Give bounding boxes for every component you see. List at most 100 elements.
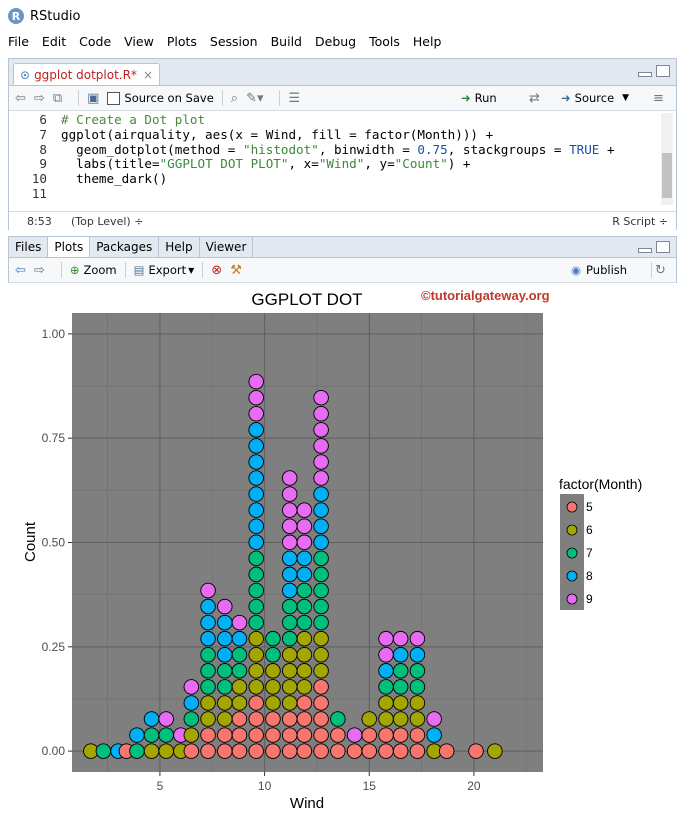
dot-month-6 bbox=[248, 646, 264, 663]
compile-report-icon[interactable]: ☰ bbox=[288, 90, 301, 106]
menu-item-edit[interactable]: Edit bbox=[41, 33, 67, 49]
cursor-position: 8:53 bbox=[27, 214, 52, 228]
line-number: 11 bbox=[31, 185, 47, 201]
tab-files[interactable]: Files bbox=[9, 237, 49, 257]
clear-plots-broom-icon[interactable]: ⚒ bbox=[230, 262, 242, 278]
dot-month-8 bbox=[217, 614, 233, 631]
language-indicator[interactable]: R Script ÷ bbox=[612, 214, 668, 228]
code-line[interactable]: 9 labs(title= "GGPLOT DOT PLOT", x= "Wind"… bbox=[9, 157, 676, 172]
menu-item-debug[interactable]: Debug bbox=[315, 33, 357, 49]
tab-viewer[interactable]: Viewer bbox=[200, 237, 254, 257]
menu-item-help[interactable]: Help bbox=[412, 33, 442, 49]
code-line[interactable]: 10 theme_dark() bbox=[9, 171, 676, 187]
scope-indicator[interactable]: (Top Level) ÷ bbox=[71, 214, 144, 228]
dot-month-8 bbox=[409, 646, 426, 663]
dot-month-5 bbox=[296, 743, 313, 759]
dot-month-7 bbox=[217, 679, 233, 695]
close-tab-icon[interactable]: × bbox=[142, 67, 153, 82]
back-arrow-icon[interactable]: ⇦ bbox=[15, 90, 26, 106]
dot-month-5 bbox=[409, 743, 426, 759]
menu-item-tools[interactable]: Tools bbox=[369, 33, 400, 49]
dot-month-6 bbox=[217, 711, 233, 727]
rerun-icon[interactable]: ⇄ bbox=[529, 90, 540, 106]
dot-month-8 bbox=[231, 630, 248, 647]
dot-month-5 bbox=[281, 711, 298, 727]
tab-plots[interactable]: Plots bbox=[48, 237, 91, 257]
dot-month-7 bbox=[248, 582, 264, 599]
dot-month-6 bbox=[265, 695, 281, 711]
maximize-pane-icon[interactable] bbox=[656, 241, 670, 253]
code-line[interactable]: 11 bbox=[9, 185, 676, 202]
menu-item-session[interactable]: Session bbox=[209, 33, 258, 49]
run-arrow-icon: ➜ bbox=[461, 91, 471, 105]
show-in-window-icon[interactable]: ⧉ bbox=[52, 90, 63, 106]
dot-month-8 bbox=[200, 614, 216, 631]
minimize-pane-icon[interactable] bbox=[638, 72, 652, 77]
dot-month-9 bbox=[313, 454, 329, 470]
legend-key-9 bbox=[566, 593, 578, 605]
source-button[interactable]: ➜ Source ▼ bbox=[561, 91, 629, 105]
dot-month-8 bbox=[296, 566, 313, 583]
dot-month-5 bbox=[313, 727, 329, 743]
scrollbar-thumb[interactable] bbox=[662, 153, 672, 198]
dot-month-5 bbox=[281, 743, 298, 759]
export-button[interactable]: ▤ Export ▼ bbox=[134, 263, 195, 277]
y-tick-label: 0.00 bbox=[42, 744, 66, 758]
dot-month-8 bbox=[200, 598, 216, 615]
dot-month-6 bbox=[361, 711, 378, 727]
maximize-pane-icon[interactable] bbox=[656, 65, 670, 77]
dot-month-6 bbox=[296, 646, 313, 663]
dot-month-7 bbox=[158, 727, 174, 743]
publish-button[interactable]: ◉ Publish bbox=[571, 263, 627, 277]
search-icon[interactable]: ⌕ bbox=[230, 90, 239, 106]
previous-plot-icon[interactable]: ⇦ bbox=[15, 262, 26, 278]
x-tick-label: 15 bbox=[363, 779, 377, 793]
tab-packages[interactable]: Packages bbox=[90, 237, 160, 257]
menu-item-code[interactable]: Code bbox=[79, 33, 112, 49]
menu-item-build[interactable]: Build bbox=[270, 33, 302, 49]
editor-file-tab[interactable]: ⊙ ggplot dotplot.R* × bbox=[13, 63, 160, 85]
dot-month-8 bbox=[313, 502, 329, 518]
code-line[interactable]: 7 ggplot(airquality, aes(x = Wind, fill =… bbox=[9, 127, 676, 143]
toolbar-separator bbox=[60, 262, 62, 278]
dot-month-7 bbox=[296, 598, 313, 615]
code-token: , y= bbox=[364, 156, 395, 172]
forward-arrow-icon[interactable]: ⇨ bbox=[33, 90, 45, 106]
tab-help[interactable]: Help bbox=[159, 237, 200, 257]
dot-month-7 bbox=[183, 711, 200, 727]
refresh-icon[interactable]: ↻ bbox=[655, 262, 666, 278]
dot-month-9 bbox=[378, 630, 394, 647]
editor-toolbar: ⇦ ⇨ ⧉ ▣ Source on Save ⌕ ✎▾ ☰ ➜ Run ⇄ ➜ … bbox=[9, 86, 676, 111]
code-line[interactable]: 8 geom_dotplot(method = "histodot", binw… bbox=[9, 141, 676, 158]
source-on-save-checkbox[interactable] bbox=[107, 91, 121, 105]
menu-item-plots[interactable]: Plots bbox=[166, 33, 197, 49]
outline-icon[interactable]: ≡ bbox=[653, 90, 664, 106]
dot-month-5 bbox=[313, 695, 329, 711]
next-plot-icon[interactable]: ⇨ bbox=[33, 262, 45, 278]
run-button[interactable]: ➜ Run bbox=[461, 91, 497, 105]
code-token: , binwidth = bbox=[318, 141, 418, 157]
dot-month-7 bbox=[313, 598, 329, 615]
dot-month-6 bbox=[313, 663, 329, 679]
remove-plot-icon[interactable]: ⊗ bbox=[211, 262, 223, 278]
x-axis-label: Wind bbox=[290, 795, 324, 812]
publish-button-label: Publish bbox=[586, 263, 628, 277]
dot-month-9 bbox=[409, 630, 426, 647]
legend-key-7 bbox=[566, 547, 578, 559]
menu-item-file[interactable]: File bbox=[8, 33, 29, 49]
dot-month-5 bbox=[361, 727, 378, 743]
source-arrow-icon: ➜ bbox=[561, 91, 571, 105]
save-icon[interactable]: ▣ bbox=[87, 90, 100, 106]
plot-viewer: GGPLOT DOT ©tutorialgateway.org 5 10 15 20 0… bbox=[0, 280, 677, 814]
minimize-pane-icon[interactable] bbox=[638, 248, 652, 253]
dot-month-8 bbox=[296, 550, 313, 567]
code-line[interactable]: 6 # Create a Dot plot bbox=[9, 112, 676, 128]
code-tools-wand-icon[interactable]: ✎▾ bbox=[246, 90, 264, 106]
dot-month-6 bbox=[281, 646, 298, 663]
editor-scrollbar[interactable] bbox=[661, 113, 673, 205]
code-editor[interactable]: 6 # Create a Dot plot 7 ggplot(airquality, … bbox=[9, 111, 676, 211]
menu-item-view[interactable]: View bbox=[124, 33, 154, 49]
dot-month-8 bbox=[248, 470, 264, 486]
zoom-button[interactable]: ⊕ Zoom bbox=[70, 263, 117, 277]
dot-month-8 bbox=[248, 454, 264, 470]
